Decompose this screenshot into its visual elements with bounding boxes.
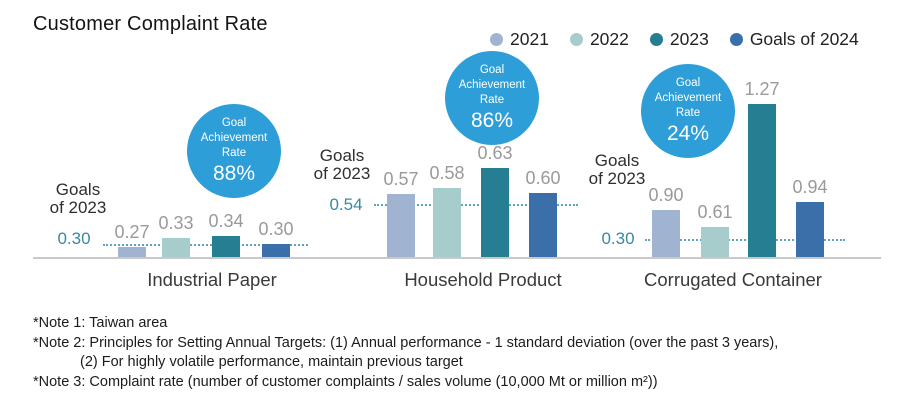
footnote-2: *Note 2: Principles for Setting Annual T…: [33, 334, 779, 351]
bubble-caption: Rate: [221, 147, 247, 159]
footnote-3: *Note 3: Complaint rate (number of custo…: [33, 373, 658, 390]
bubble-caption: Achievement: [458, 79, 526, 91]
goal-caption-line: Goals: [55, 180, 101, 199]
bar-value-label: 1.27: [744, 79, 780, 99]
bar-value-label: 0.27: [114, 222, 150, 242]
bar-household-product-2023: [481, 168, 509, 259]
goal-caption-line: of 2023: [49, 197, 107, 217]
bar-industrial-paper-2023: [212, 236, 240, 259]
legend-item-goals-2024: Goals of 2024: [729, 29, 859, 50]
bubble-caption: Achievement: [200, 132, 268, 144]
bubble-caption: Rate: [675, 107, 701, 119]
bar-value-label: 0.90: [648, 185, 684, 205]
bar-value-label: 0.61: [697, 202, 733, 222]
legend-label: 2023: [669, 29, 709, 49]
legend-dot-2022-icon: [569, 33, 583, 46]
bar-corrugated-container-2023: [748, 104, 776, 259]
goal-value-industrial-paper: 0.30: [57, 229, 91, 248]
achievement-rate-value: 24%: [666, 122, 710, 145]
achievement-bubble-industrial-paper: Goal Achievement Rate 88%: [187, 104, 281, 198]
goal-caption-line: Goals: [319, 146, 365, 165]
bar-value-label: 0.57: [383, 169, 419, 189]
bar-value-label: 0.33: [158, 213, 194, 233]
bar-industrial-paper-goals-2024: [262, 244, 290, 259]
bar-value-label: 0.63: [477, 143, 513, 163]
legend-item-2021: 2021: [490, 29, 549, 50]
achievement-bubble-household-product: Goal Achievement Rate 86%: [445, 51, 539, 145]
legend-label: 2022: [589, 29, 629, 49]
goal-caption-line: of 2023: [588, 168, 646, 188]
bar-industrial-paper-2021: [118, 247, 146, 259]
category-label-industrial-paper: Industrial Paper: [147, 269, 277, 290]
goal-line-household-product: [374, 204, 578, 206]
legend-item-2023: 2023: [649, 29, 709, 50]
footnote-2-continued: (2) For highly volatile performance, mai…: [80, 354, 463, 370]
legend-dot-goals-2024-icon: [729, 33, 743, 46]
goal-value-household-product: 0.54: [329, 195, 363, 214]
achievement-bubble-corrugated-container: Goal Achievement Rate 24%: [641, 64, 735, 158]
bar-value-label: 0.60: [525, 168, 561, 188]
goal-caption-corrugated-container: Goals of 2023: [576, 152, 658, 187]
bar-value-label: 0.30: [258, 219, 294, 239]
bar-industrial-paper-2022: [162, 238, 190, 259]
legend-label: 2021: [510, 29, 549, 49]
bubble-caption: Rate: [479, 94, 505, 106]
legend: 2021 2022 2023 Goals of 2024: [490, 29, 859, 50]
bar-household-product-2021: [387, 194, 415, 259]
achievement-rate-value: 88%: [212, 162, 256, 185]
legend-dot-2021-icon: [490, 33, 503, 46]
achievement-rate-value: 86%: [470, 109, 514, 132]
goal-value-corrugated-container: 0.30: [601, 229, 635, 248]
goal-caption-industrial-paper: Goals of 2023: [42, 181, 114, 216]
bubble-caption: Achievement: [654, 92, 722, 104]
legend-dot-2023-icon: [649, 33, 663, 46]
bubble-caption: Goal: [221, 117, 247, 129]
goal-line-industrial-paper: [103, 244, 308, 246]
bar-household-product-goals-2024: [529, 193, 557, 259]
plot-area: 0.27 0.33 0.34 0.30 0.57 0.58 0.63 0.60 …: [33, 51, 881, 259]
x-axis-line: [33, 257, 881, 259]
bubble-caption: Goal: [675, 77, 701, 89]
bar-corrugated-container-goals-2024: [796, 202, 824, 259]
chart-title: Customer Complaint Rate: [33, 13, 268, 35]
legend-item-2022: 2022: [569, 29, 629, 50]
legend-label: Goals of 2024: [749, 29, 859, 49]
footnote-1: *Note 1: Taiwan area: [33, 315, 168, 331]
category-label-corrugated-container: Corrugated Container: [644, 269, 822, 290]
bar-household-product-2022: [433, 188, 461, 259]
goal-line-corrugated-container: [645, 239, 845, 241]
footnotes: *Note 1: Taiwan area *Note 2: Principles…: [33, 314, 778, 392]
goal-caption-household-product: Goals of 2023: [306, 147, 378, 182]
goal-caption-line: of 2023: [313, 163, 371, 183]
bar-corrugated-container-2022: [701, 227, 729, 259]
bar-value-label: 0.58: [429, 163, 465, 183]
bar-value-label: 0.34: [208, 211, 244, 231]
category-label-household-product: Household Product: [404, 269, 562, 290]
bar-value-label: 0.94: [792, 177, 828, 197]
goal-caption-line: Goals: [594, 151, 640, 170]
bar-corrugated-container-2021: [652, 210, 680, 259]
bubble-caption: Goal: [479, 64, 505, 76]
